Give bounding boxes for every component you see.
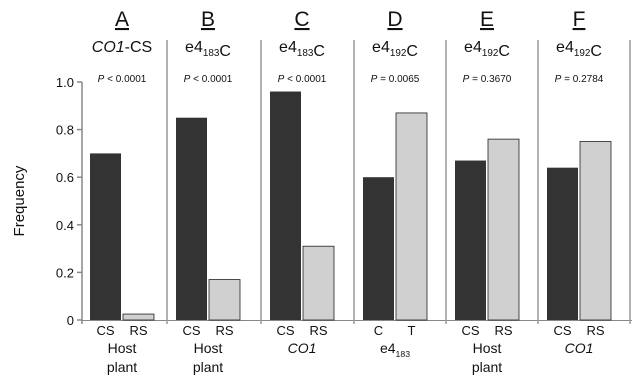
bar-c-rs (302, 245, 335, 321)
panel-letter-b: B (201, 8, 215, 31)
panel-title-e: e4192C (464, 39, 510, 60)
panel-pvalue: P < 0.0001 (184, 74, 233, 85)
y-tick-label: 1.0 (56, 75, 74, 90)
panel-pvalue: P = 0.2784 (555, 74, 604, 85)
category-label: CS (182, 323, 200, 338)
category-label: CS (276, 323, 294, 338)
y-axis-title: Frequency (11, 165, 28, 236)
group-label: plant (107, 359, 137, 375)
y-tick-label: 0.2 (56, 265, 74, 280)
bar-c-cs (270, 91, 301, 321)
group-label: Host (473, 340, 502, 356)
y-tick-label: 0.8 (56, 123, 74, 138)
panel-title-f: e4192C (556, 39, 602, 60)
panel-letter-d: D (387, 8, 402, 31)
category-label: RS (586, 323, 604, 338)
panel-letter-c: C (294, 8, 309, 31)
y-tick-label: 0.6 (56, 170, 74, 185)
group-label: CO1 (565, 340, 594, 356)
group-label: Host (194, 340, 223, 356)
panel-pvalue: P = 0.3670 (463, 74, 512, 85)
group-label: e4183 (380, 340, 410, 359)
bar-d-t (395, 112, 428, 321)
bar-f-cs (547, 167, 578, 320)
category-label: RS (309, 323, 327, 338)
bar-e-rs (487, 138, 520, 321)
group-label: CO1 (288, 340, 317, 356)
group-label: plant (193, 359, 223, 375)
y-tick-label: 0.4 (56, 218, 74, 233)
panel-pvalue: P = 0.0065 (371, 74, 420, 85)
bar-f-rs (579, 141, 612, 321)
panel-letter-a: A (115, 8, 129, 31)
category-label: CS (553, 323, 571, 338)
panel-title-a: CO1-CS (92, 39, 152, 56)
bar-a-rs (122, 313, 155, 321)
panel-title-c: e4183C (279, 39, 325, 60)
category-label: RS (129, 323, 147, 338)
bar-b-rs (208, 279, 241, 321)
category-label: RS (215, 323, 233, 338)
bar-e-cs (455, 160, 486, 320)
panel-pvalue: P < 0.0001 (278, 74, 327, 85)
panel-letter-e: E (480, 8, 494, 31)
panel-pvalue: P < 0.0001 (98, 74, 147, 85)
category-label: C (374, 323, 383, 338)
category-label: T (408, 323, 416, 338)
bar-d-c (363, 177, 394, 320)
panel-letter-f: F (573, 8, 586, 31)
category-label: CS (96, 323, 114, 338)
group-label: plant (472, 359, 502, 375)
y-tick-label: 0 (67, 313, 74, 328)
category-label: RS (494, 323, 512, 338)
panel-title-d: e4192C (372, 39, 418, 60)
group-label: Host (108, 340, 137, 356)
bar-a-cs (90, 153, 121, 320)
category-label: CS (461, 323, 479, 338)
bar-b-cs (176, 117, 207, 320)
panel-title-b: e4183C (185, 39, 231, 60)
